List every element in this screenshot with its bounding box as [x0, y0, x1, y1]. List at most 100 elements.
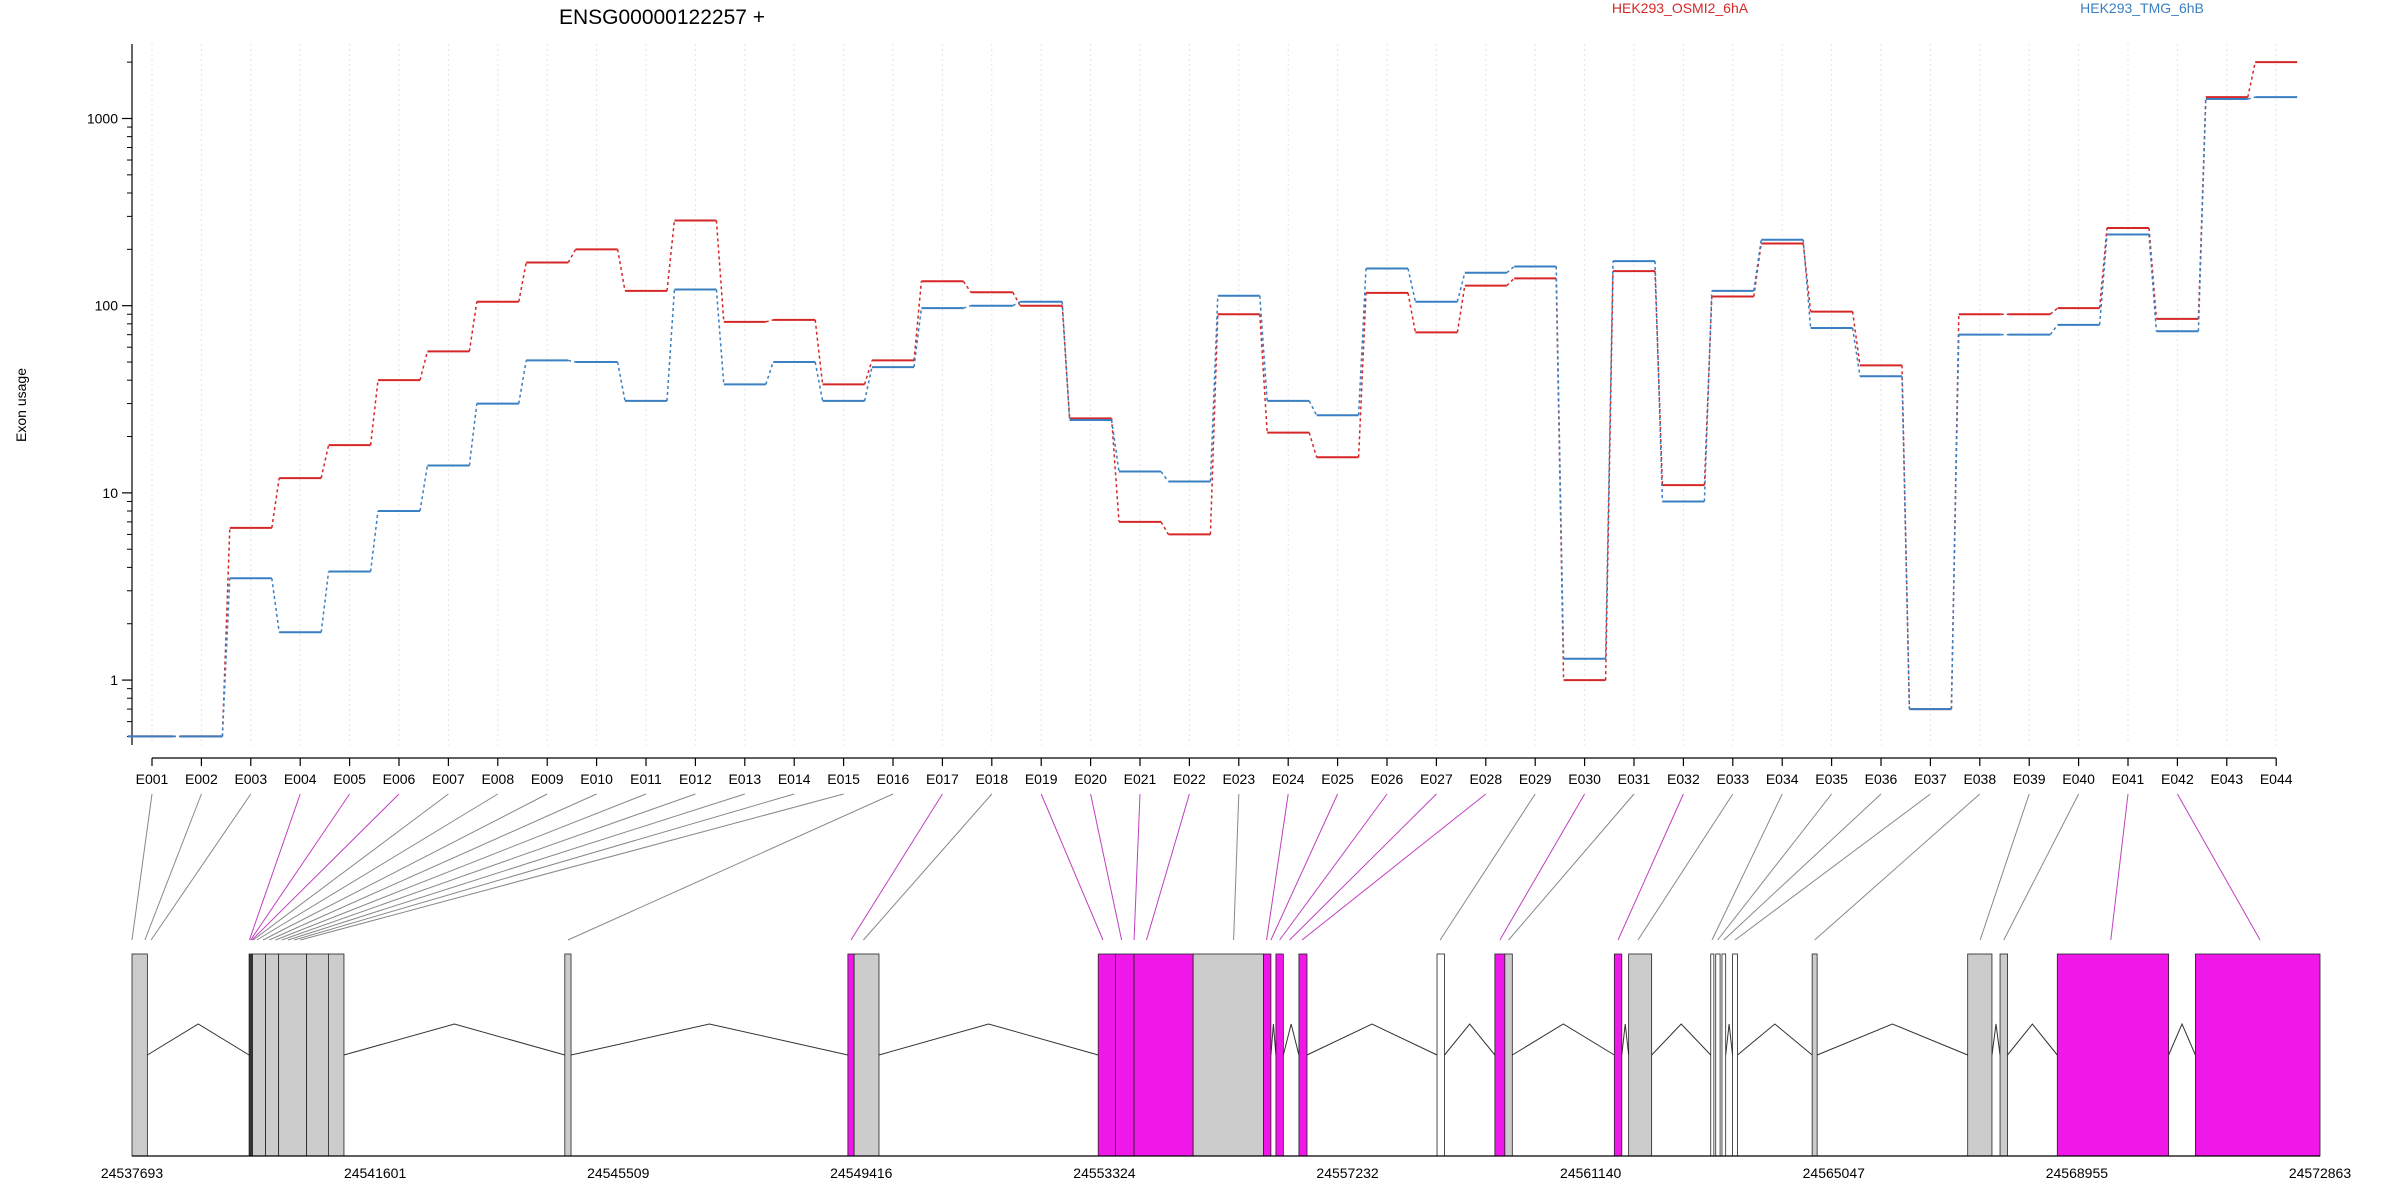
exon-connector — [1301, 793, 1487, 941]
x-tick-label: E010 — [580, 771, 613, 787]
exon-connector — [1233, 793, 1240, 941]
intron — [1991, 1023, 2001, 1056]
x-tick-label: E028 — [1469, 771, 1502, 787]
series-connector — [1308, 400, 1318, 416]
x-tick-label: E034 — [1766, 771, 1799, 787]
exon-block — [853, 953, 880, 1157]
exon-block — [1613, 953, 1623, 1157]
series-connector — [568, 359, 576, 363]
intron — [343, 1023, 565, 1056]
series-connector — [1308, 432, 1318, 458]
axes: 1 10 100 1000 E001 E002 E003 E004 E005 E006 E007 E0… — [87, 44, 2293, 787]
series-connector — [2148, 234, 2158, 332]
series-connector — [419, 465, 429, 512]
x-tick-label: E041 — [2112, 771, 2145, 787]
exon-connector — [262, 793, 548, 941]
x-tick-label: E029 — [1519, 771, 1552, 787]
series-connector — [2049, 307, 2059, 315]
series-connector — [1110, 419, 1120, 472]
series-connector — [666, 289, 676, 401]
x-tick-label: E009 — [531, 771, 564, 787]
series-connector — [468, 301, 478, 352]
series-connector — [1703, 290, 1713, 502]
intron — [1444, 1023, 1496, 1056]
series-connector — [616, 361, 626, 402]
x-tick-label: E019 — [1025, 771, 1058, 787]
series-connector — [369, 510, 379, 572]
y-tick-label: 10 — [102, 485, 118, 501]
exon-block — [131, 953, 148, 1157]
intron — [1651, 1023, 1712, 1056]
exon-connector — [1499, 793, 1586, 941]
exon-connector — [567, 793, 894, 941]
x-tick-label: E020 — [1074, 771, 1107, 787]
genomic-tick-label: 24541601 — [344, 1165, 407, 1181]
exon-connector — [1723, 793, 1882, 941]
series-connector — [1209, 295, 1219, 482]
exon-block — [1710, 953, 1715, 1157]
series-connector — [1357, 268, 1367, 416]
exon-block — [328, 953, 345, 1157]
series-connector — [1012, 291, 1021, 307]
exon-connector — [150, 793, 252, 941]
series-connector — [1851, 311, 1861, 366]
series-connector — [1851, 327, 1861, 377]
series-tmg — [128, 96, 2298, 738]
exon-block — [1494, 953, 1506, 1157]
genomic-tick-label: 24553324 — [1073, 1165, 1136, 1181]
x-tick-label: E038 — [1963, 771, 1996, 787]
x-tick-label: E042 — [2161, 771, 2194, 787]
x-tick-label: E032 — [1667, 771, 1700, 787]
exon-connector — [2176, 793, 2261, 941]
series-connector — [1012, 301, 1021, 307]
series-connector — [1506, 277, 1515, 287]
genomic-tick-label: 24537693 — [101, 1165, 164, 1181]
intron — [2168, 1022, 2196, 1056]
exon-connector — [1270, 793, 1339, 941]
series-connector — [221, 527, 231, 737]
exon-connector — [1637, 793, 1734, 941]
exon-block — [2194, 953, 2321, 1157]
x-tick-label: E036 — [1865, 771, 1898, 787]
exon-block — [1263, 953, 1272, 1157]
intron — [1725, 1023, 1734, 1056]
series-connector — [963, 304, 972, 309]
series-connector — [814, 319, 824, 385]
exon-block — [2056, 953, 2170, 1157]
x-tick-label: E016 — [877, 771, 910, 787]
series-connector — [1555, 266, 1565, 659]
series-connector — [369, 380, 379, 446]
x-tick-label: E026 — [1371, 771, 1404, 787]
exon-connector — [1266, 793, 1289, 941]
intron — [1270, 1023, 1277, 1056]
series-connector — [1110, 418, 1120, 522]
exon-block — [1504, 953, 1513, 1157]
series-connector — [2049, 324, 2059, 336]
series-connector — [863, 360, 873, 385]
x-tick-label: E037 — [1914, 771, 1947, 787]
series-connector — [2247, 61, 2256, 98]
exon-block — [1114, 953, 1135, 1157]
x-tick-label: E035 — [1815, 771, 1848, 787]
exon-connector — [248, 793, 301, 941]
series-connector — [221, 578, 231, 737]
x-tick-label: E033 — [1716, 771, 1749, 787]
series-connector — [2197, 99, 2207, 332]
intron — [1737, 1023, 1813, 1056]
series-connector — [518, 360, 527, 404]
genomic-tick-label: 24568955 — [2046, 1165, 2109, 1181]
exon-block — [1133, 953, 1194, 1157]
series-connector — [1061, 301, 1071, 421]
genomic-tick-label: 24561140 — [1560, 1165, 1621, 1181]
series-connector — [1407, 292, 1417, 333]
series-connector — [320, 571, 330, 633]
exon-connector — [281, 793, 696, 941]
exon-block — [1967, 953, 1993, 1157]
x-tick-label: E039 — [2013, 771, 2046, 787]
exon-connector — [1289, 793, 1437, 941]
exon-block — [847, 953, 855, 1157]
series-connector — [616, 249, 626, 291]
x-tick-label: E011 — [630, 771, 662, 787]
exon-block — [1732, 953, 1738, 1157]
